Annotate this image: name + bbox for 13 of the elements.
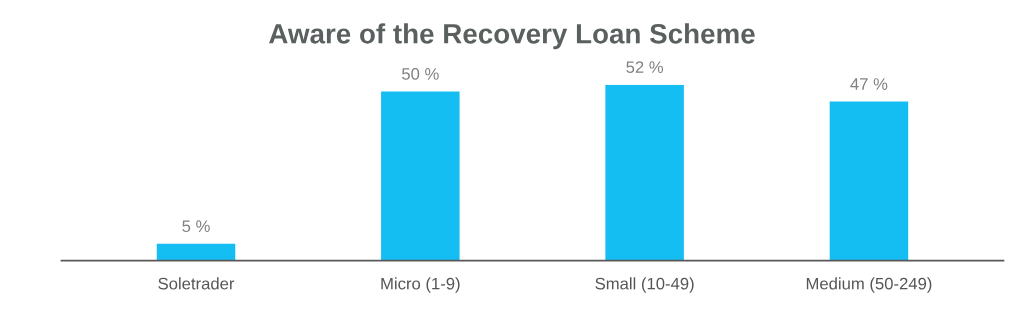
bar (156, 243, 236, 261)
x-tick-label: Small (10-49) (595, 277, 694, 293)
chart-title: Aware of the Recovery Loan Scheme (269, 23, 755, 50)
bar (381, 91, 460, 261)
x-tick-label: Micro (1-9) (381, 277, 460, 293)
bar (605, 84, 684, 261)
data-label: 5 % (182, 220, 210, 233)
x-tick-label: Medium (50-249) (806, 277, 932, 293)
data-label: 52 % (626, 61, 664, 74)
bar (829, 101, 909, 261)
data-label: 50 % (402, 68, 439, 80)
x-tick-label: Soletrader (158, 277, 235, 290)
data-label: 47 % (850, 78, 888, 90)
